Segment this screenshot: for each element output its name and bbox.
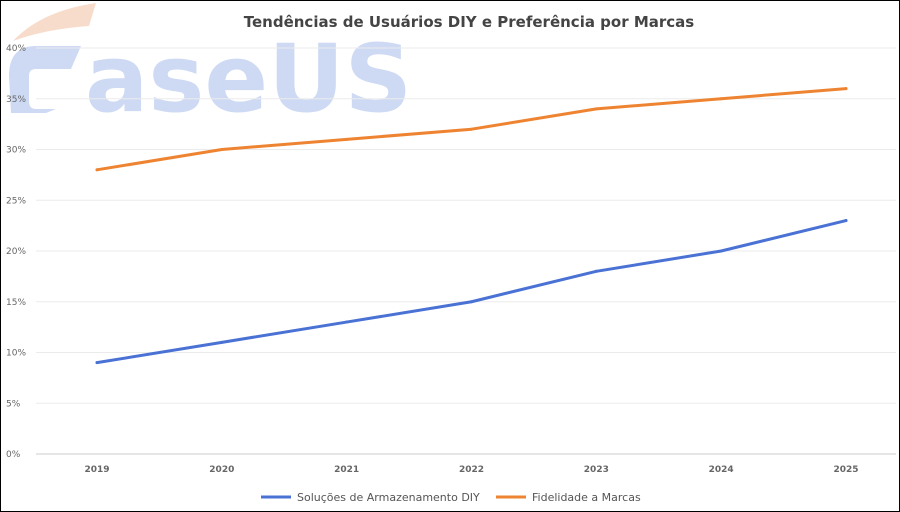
y-tick-label: 5% xyxy=(6,399,21,409)
x-tick-label: 2020 xyxy=(209,465,234,475)
data-point xyxy=(844,87,848,91)
watermark-logo-swoosh xyxy=(13,3,96,41)
x-tick-label: 2022 xyxy=(459,465,484,475)
y-axis: 0% 5% 10% 15% 20% 25% 30% 35% 40% xyxy=(6,44,26,460)
legend-label-diy: Soluções de Armazenamento DIY xyxy=(297,491,480,504)
x-tick-label: 2024 xyxy=(709,465,734,475)
x-tick-label: 2025 xyxy=(833,465,858,475)
x-tick-label: 2021 xyxy=(334,465,359,475)
y-tick-label: 35% xyxy=(6,95,26,105)
watermark-logo-text: aseUS xyxy=(85,25,412,134)
data-point xyxy=(594,269,598,273)
chart-title: Tendências de Usuários DIY e Preferência… xyxy=(244,13,695,31)
x-axis: 2019 2020 2021 2022 2023 2024 2025 xyxy=(84,465,858,475)
data-point xyxy=(220,340,224,344)
data-point xyxy=(95,361,99,365)
data-point xyxy=(844,219,848,223)
y-tick-label: 10% xyxy=(6,349,26,359)
legend-label-brand: Fidelidade a Marcas xyxy=(532,491,641,504)
data-point xyxy=(470,127,473,131)
y-tick-label: 0% xyxy=(6,450,21,460)
y-tick-label: 15% xyxy=(6,298,26,308)
data-point xyxy=(220,148,224,151)
legend: Soluções de Armazenamento DIY Fidelidade… xyxy=(261,491,641,504)
y-tick-label: 20% xyxy=(6,247,26,257)
x-tick-label: 2019 xyxy=(84,465,109,475)
x-tick-label: 2023 xyxy=(584,465,609,475)
y-tick-label: 25% xyxy=(6,196,26,206)
data-point xyxy=(345,137,349,141)
data-point xyxy=(95,168,99,172)
watermark-logo-e xyxy=(9,46,81,113)
series-lines xyxy=(95,87,848,365)
data-point xyxy=(594,107,598,111)
data-point xyxy=(719,97,723,101)
data-point xyxy=(470,300,473,304)
grid xyxy=(36,47,896,455)
data-point xyxy=(719,249,723,253)
data-point xyxy=(345,320,349,324)
y-tick-label: 40% xyxy=(6,44,26,54)
easeus-watermark-logo: aseUS xyxy=(9,3,412,134)
y-tick-label: 30% xyxy=(6,146,26,156)
series-line-0 xyxy=(95,219,848,365)
